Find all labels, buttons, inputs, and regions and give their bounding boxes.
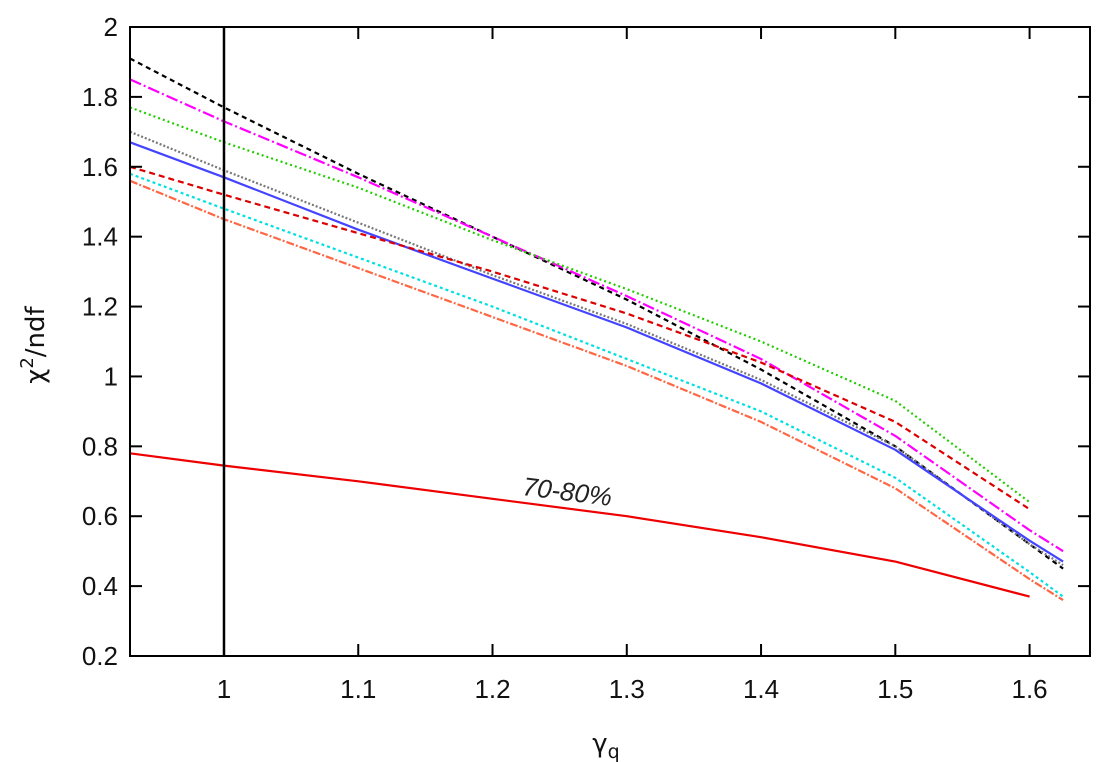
series-line-3 <box>129 106 1031 504</box>
x-axis-label-sub: q <box>608 741 620 762</box>
x-tick-label: 1.2 <box>474 674 510 704</box>
x-tick-label: 1.3 <box>609 674 645 704</box>
x-tick-label: 1 <box>217 674 231 704</box>
series-line-1 <box>129 57 1064 570</box>
series-line-5 <box>129 141 1064 563</box>
series-line-7 <box>129 172 1064 598</box>
y-tick-label: 1.4 <box>82 222 118 252</box>
x-tick-label: 1.1 <box>340 674 376 704</box>
plot-frame <box>129 26 1091 657</box>
y-tick-label: 1 <box>104 361 118 391</box>
series-line-9 <box>129 452 1030 598</box>
x-axis-label: γq <box>592 729 619 762</box>
y-axis-label: χ2/ndf <box>17 305 51 383</box>
y-tick-label: 0.4 <box>82 571 118 601</box>
y-tick-label: 2 <box>104 12 118 42</box>
x-tick-label: 1.5 <box>877 674 913 704</box>
y-axis-label-sup: 2 <box>17 357 38 368</box>
y-tick-label: 1.8 <box>82 82 118 112</box>
series-layer <box>129 57 1064 602</box>
tick-labels-layer: 1 1.1 1.2 1.3 1.4 1.5 1.6 0.2 0.4 0.6 0.8 1 1.2 1.4 1.… <box>82 12 1048 704</box>
x-tick-label: 1.4 <box>743 674 779 704</box>
y-tick-label: 0.8 <box>82 431 118 461</box>
y-tick-label: 1.2 <box>82 292 118 322</box>
y-tick-label: 0.2 <box>82 641 118 671</box>
series-line-6 <box>129 165 1031 511</box>
x-axis-label-main: γ <box>592 729 607 759</box>
y-tick-label: 0.6 <box>82 501 118 531</box>
y-axis-label-rest: /ndf <box>21 305 51 357</box>
x-tick-label: 1.6 <box>1012 674 1048 704</box>
y-tick-label: 1.6 <box>82 152 118 182</box>
series-line-2 <box>129 78 1064 553</box>
series-line-4 <box>129 130 1064 567</box>
y-axis-label-main: χ <box>21 369 51 384</box>
